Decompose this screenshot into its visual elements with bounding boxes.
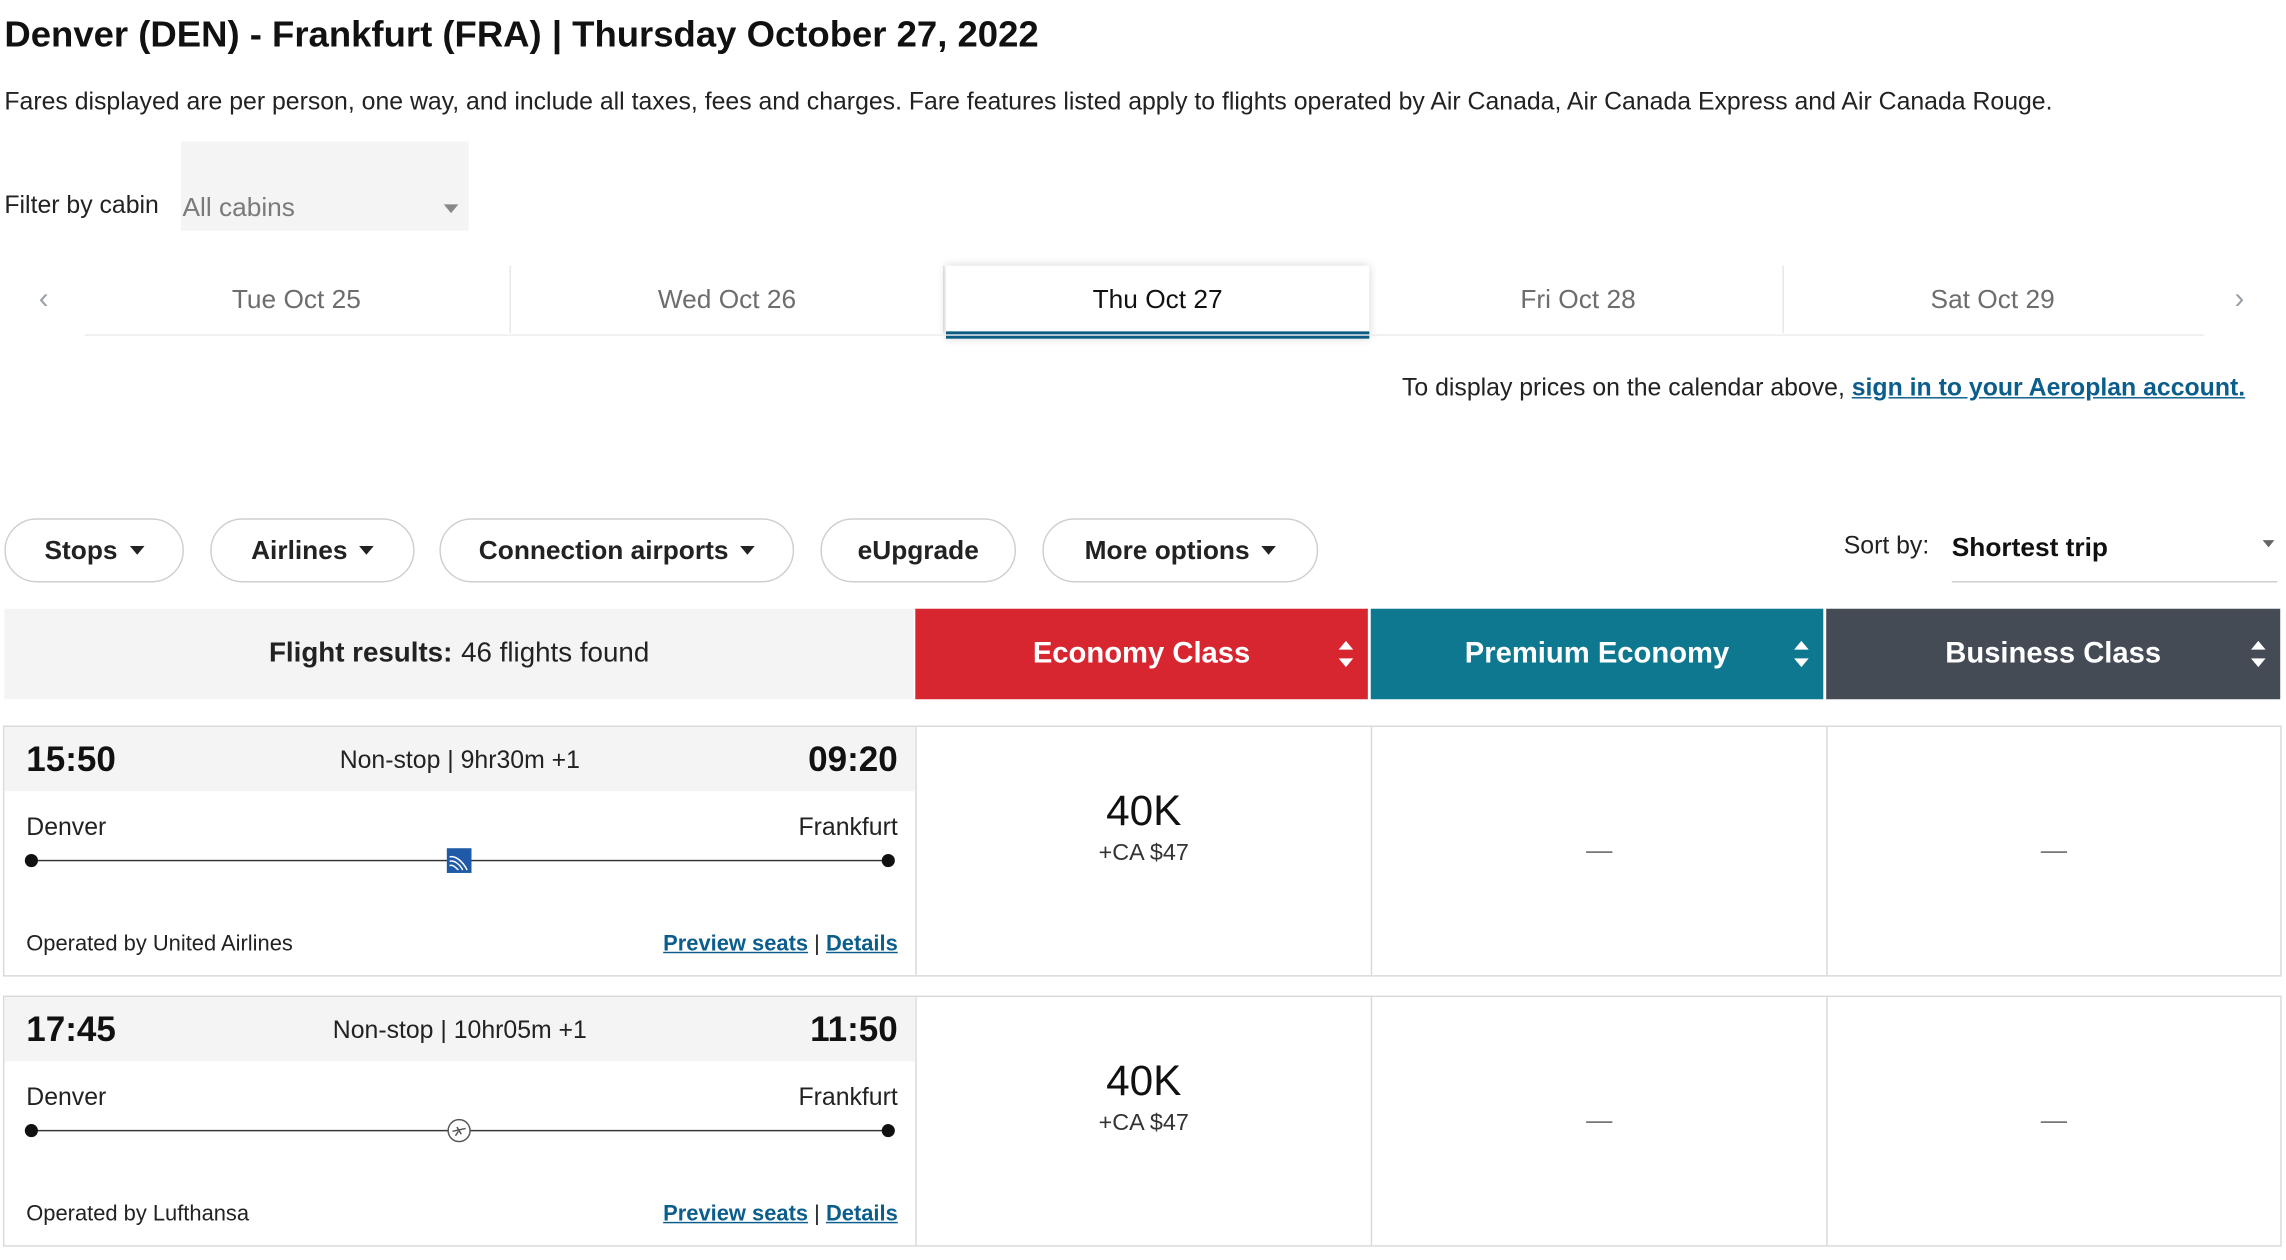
connection-airports-filter-button[interactable]: Connection airports <box>439 518 795 583</box>
destination-city: Frankfurt <box>798 1083 898 1111</box>
flight-row: 17:45 Non-stop | 10hr05m +1 11:50 Denver… <box>2 995 2282 1247</box>
date-tab-thu-oct-27[interactable]: Thu Oct 27 <box>945 265 1370 339</box>
cabin-filter-value: All cabins <box>182 192 295 222</box>
economy-fare-cell[interactable]: 40K +CA $47 <box>917 997 1373 1246</box>
preview-seats-link[interactable]: Preview seats <box>663 1201 809 1227</box>
premium-economy-fare-cell: — <box>1372 997 1828 1246</box>
premium-economy-label: Premium Economy <box>1464 637 1730 670</box>
flight-links: Preview seats | Details <box>663 931 898 956</box>
caret-down-icon <box>129 545 144 555</box>
flight-summary: Non-stop | 9hr30m +1 <box>339 745 580 774</box>
economy-fare-cell[interactable]: 40K +CA $47 <box>917 726 1373 976</box>
chevron-down-icon <box>2262 540 2275 548</box>
destination-dot <box>881 1124 895 1138</box>
destination-dot <box>881 853 895 868</box>
results-count: 46 flights found <box>461 637 650 669</box>
economy-miles: 40K <box>1106 788 1182 836</box>
premium-economy-header[interactable]: Premium Economy <box>1370 608 1824 700</box>
cabin-filter-select[interactable]: All cabins <box>181 141 469 231</box>
details-link[interactable]: Details <box>825 931 898 957</box>
airlines-filter-button[interactable]: Airlines <box>210 518 415 583</box>
sort-value: Shortest trip <box>1951 532 2108 563</box>
economy-class-label: Economy Class <box>1032 637 1251 670</box>
details-link[interactable]: Details <box>825 1201 898 1227</box>
operator-text: Operated by Lufthansa <box>26 1201 250 1227</box>
economy-class-header[interactable]: Economy Class <box>915 608 1368 700</box>
economy-miles: 40K <box>1106 1058 1182 1106</box>
united-airlines-logo-icon <box>446 848 472 873</box>
flight-row: 15:50 Non-stop | 9hr30m +1 09:20 Denver … <box>2 725 2282 977</box>
sort-arrows-icon <box>1338 640 1354 668</box>
operator-text: Operated by United Airlines <box>26 931 293 957</box>
date-selector: ‹ Tue Oct 25 Wed Oct 26 Thu Oct 27 Fri O… <box>0 265 2286 342</box>
date-tab-sat-oct-29[interactable]: Sat Oct 29 <box>1930 284 2055 314</box>
destination-city: Frankfurt <box>798 813 898 841</box>
signin-link[interactable]: sign in to your Aeroplan account. <box>1851 373 2246 402</box>
caret-down-icon <box>1261 545 1276 555</box>
eupgrade-filter-button[interactable]: eUpgrade <box>820 518 1017 583</box>
business-unavailable: — <box>2040 1105 2068 1135</box>
flight-info: 17:45 Non-stop | 10hr05m +1 11:50 Denver… <box>4 997 917 1246</box>
flight-info: 15:50 Non-stop | 9hr30m +1 09:20 Denver … <box>4 726 917 976</box>
sort-arrows-icon <box>2251 640 2266 668</box>
stops-filter-button[interactable]: Stops <box>4 518 184 583</box>
fare-note: Fares displayed are per person, one way,… <box>4 87 2053 116</box>
more-options-button[interactable]: More options <box>1042 518 1319 583</box>
chevron-left-icon[interactable]: ‹ <box>38 283 49 316</box>
arrival-time: 11:50 <box>810 1010 898 1050</box>
link-separator: | <box>814 931 820 957</box>
cabin-filter-label: Filter by cabin <box>4 191 159 219</box>
premium-unavailable: — <box>1586 835 1613 865</box>
departure-time: 15:50 <box>26 740 116 780</box>
origin-dot <box>24 853 38 868</box>
sort-arrows-icon <box>1794 640 1809 668</box>
arrival-time: 09:20 <box>808 740 898 780</box>
date-tab-wed-oct-26[interactable]: Wed Oct 26 <box>511 265 945 333</box>
caret-down-icon <box>740 545 755 555</box>
signin-text: To display prices on the calendar above, <box>1402 373 1852 402</box>
chevron-right-icon[interactable]: › <box>2234 283 2245 316</box>
sort-label: Sort by: <box>1843 531 1930 560</box>
more-options-label: More options <box>1084 535 1250 565</box>
stops-label: Stops <box>44 535 118 565</box>
results-label: Flight results: <box>268 637 453 669</box>
departure-time: 17:45 <box>26 1010 116 1050</box>
flight-time-bar: 15:50 Non-stop | 9hr30m +1 09:20 <box>4 726 916 792</box>
origin-city: Denver <box>26 1083 107 1111</box>
economy-taxes: +CA $47 <box>1098 840 1189 866</box>
page-title: Denver (DEN) - Frankfurt (FRA) | Thursda… <box>4 14 1039 56</box>
results-summary: Flight results: 46 flights found <box>4 608 914 700</box>
date-tab-fri-oct-28[interactable]: Fri Oct 28 <box>1374 265 1784 333</box>
eupgrade-label: eUpgrade <box>857 535 979 565</box>
business-fare-cell: — <box>1828 997 2281 1245</box>
sort-select[interactable]: Shortest trip <box>1951 523 2278 583</box>
lufthansa-logo-icon <box>447 1118 471 1143</box>
business-class-label: Business Class <box>1945 637 2162 670</box>
premium-economy-fare-cell: — <box>1372 726 1828 976</box>
flight-links: Preview seats | Details <box>663 1201 898 1226</box>
economy-taxes: +CA $47 <box>1098 1110 1189 1136</box>
signin-notice: To display prices on the calendar above,… <box>1402 374 2245 403</box>
business-fare-cell: — <box>1828 727 2281 975</box>
origin-dot <box>24 1124 38 1138</box>
flight-time-bar: 17:45 Non-stop | 10hr05m +1 11:50 <box>4 997 916 1062</box>
business-unavailable: — <box>2040 835 2068 865</box>
date-divider <box>84 334 2205 336</box>
origin-city: Denver <box>26 813 107 841</box>
caret-down-icon <box>359 545 374 555</box>
flight-summary: Non-stop | 10hr05m +1 <box>332 1016 587 1044</box>
chevron-down-icon <box>443 204 459 214</box>
link-separator: | <box>814 1201 820 1227</box>
premium-unavailable: — <box>1586 1105 1613 1135</box>
airlines-label: Airlines <box>251 535 348 565</box>
connection-airports-label: Connection airports <box>478 535 729 565</box>
preview-seats-link[interactable]: Preview seats <box>663 931 809 957</box>
business-class-header[interactable]: Business Class <box>1826 608 2281 700</box>
date-tab-tue-oct-25[interactable]: Tue Oct 25 <box>83 265 511 333</box>
